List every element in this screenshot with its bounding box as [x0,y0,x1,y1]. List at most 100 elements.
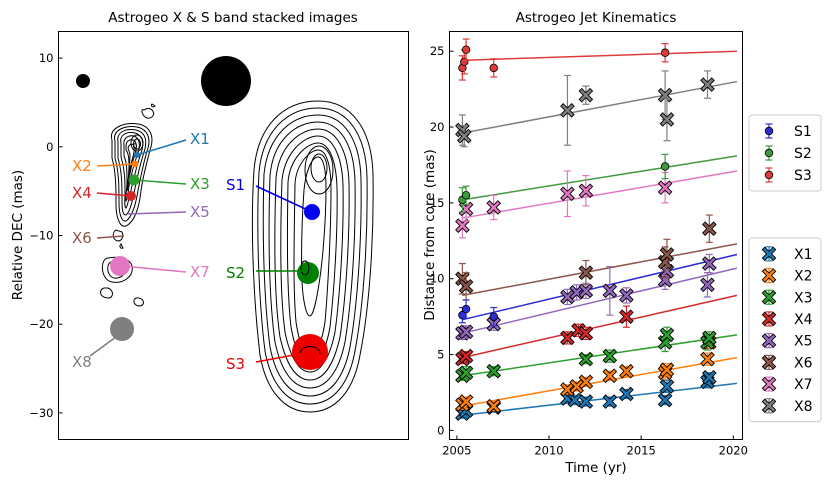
x2-point [458,394,474,409]
x3-fit-line [462,334,738,377]
x6-point [659,238,675,271]
x6-point [458,272,474,301]
s-band-components [292,204,328,370]
legend-entry-x4: X4 [761,311,813,328]
x2-point [700,351,715,367]
right-ylabel: Distance from core (mas) [422,149,438,321]
data-points [455,38,717,422]
s1-point [461,299,471,319]
x2-leader-line [96,163,136,167]
x1-fit-line [462,382,738,416]
x7-label: X7 [190,263,210,281]
right-panel: Astrogeo Jet Kinematics Time (yr) Distan… [422,10,748,476]
x3-point [602,348,618,364]
x3-point [486,363,502,379]
x5-point [602,265,618,316]
legend-label-x2: X2 [794,269,813,285]
legend-entry-x3: X3 [761,289,813,306]
x5-point [578,282,594,300]
x8-point [578,85,594,105]
s2-label: S2 [226,264,245,282]
x-band-labels: X1 X2 X3 X4 X5 X6 X7 X8 [72,130,210,371]
left-ytick-label: 0 [46,140,53,154]
x2-point [560,382,575,397]
x1-leader-line [136,139,187,156]
x-band-beam-circle [76,74,90,88]
x2-point [659,362,675,378]
left-ytick-label: 10 [39,51,54,65]
legend-label-s2: S2 [794,146,812,162]
x5-fit-line [462,267,738,335]
s1-leader-line [255,185,313,213]
x2-fit-line [462,356,738,407]
x8-leader-line [89,333,121,357]
legend-label-x5: X5 [794,334,813,350]
x4-point [560,330,575,346]
x7-component-marker [110,256,130,276]
x1-point [657,392,673,408]
legend-s-components: S1 S2 S3 [748,114,822,192]
x1-label: X1 [190,130,210,148]
x4-point [578,326,594,341]
right-ytick-label: 25 [430,44,445,58]
x1-point [619,386,634,402]
x5-point [619,287,634,304]
s1-label: S1 [226,176,245,194]
x5-point [458,324,474,340]
right-plot-frame [449,31,743,440]
legend-entry-s2: S2 [764,145,812,162]
s3-label: S3 [226,355,245,373]
x2-point [602,368,618,384]
x8-point [659,97,675,142]
legend-entry-x2: X2 [761,267,813,285]
left-title: Astrogeo X & S band stacked images [108,10,358,26]
x2-point [569,379,584,394]
legend-x-box [748,237,822,423]
s3-leader-line [255,351,311,363]
x4-label: X4 [72,184,92,202]
legend-label-x6: X6 [794,355,813,371]
left-plot-frame [58,31,409,440]
right-ytick-label: 5 [437,348,444,362]
x5-point [702,253,717,274]
s-band-labels: S1 S2 S3 [226,176,245,373]
x2-point [486,398,502,414]
x-band-contours [100,103,156,307]
right-xtick-label: 2005 [442,444,471,458]
x6-point [578,259,594,286]
x1-point [578,394,594,409]
fit-lines [462,50,738,416]
x3-point [578,351,594,367]
right-ytick-label: 10 [430,272,445,286]
legend-entry-x8: X8 [761,398,813,415]
s3-point [461,38,471,61]
x3-point [702,330,717,346]
s3-point [489,58,498,78]
x8-label: X8 [72,353,92,371]
x8-point [456,124,472,148]
x1-point [602,394,618,409]
right-ytick-label: 20 [430,120,445,134]
right-xtick-label: 2015 [627,444,656,458]
x6-fit-line [462,243,738,297]
right-ytick-label: 15 [430,196,445,210]
s2-point [461,185,471,206]
x3-point [458,365,474,381]
x6-point [702,214,717,243]
legend-entry-x6: X6 [761,354,813,371]
x2-point [619,363,634,379]
x7-fit-line [462,170,738,219]
x8-point [657,70,673,121]
x6-label: X6 [72,229,92,247]
x3-leader-line [133,179,187,185]
legend-label-x1: X1 [794,247,813,263]
s2-fit-line [462,155,738,201]
x6-leader-line [96,235,125,239]
right-xtick-label: 2010 [534,444,563,458]
s-band-contours-top [299,260,321,355]
x1-point [702,370,717,385]
legend-entry-x5: X5 [761,333,813,350]
s3-fit-line [462,50,737,62]
x7-leader-line [121,265,187,273]
x4-point [458,348,474,364]
